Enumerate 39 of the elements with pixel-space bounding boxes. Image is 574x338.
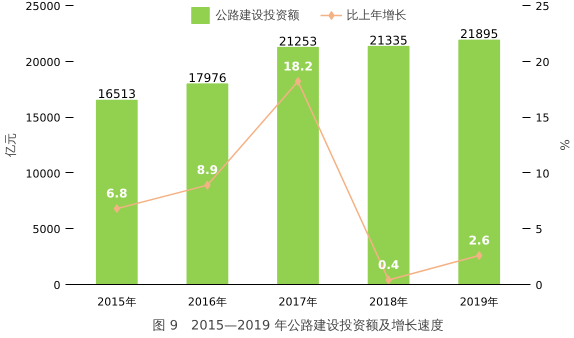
data-label: 21253 — [278, 34, 318, 48]
y-tick-label: 5000 — [32, 223, 61, 236]
y-tick-label: 0 — [54, 279, 60, 292]
y2-tick-label: 15 — [536, 112, 550, 125]
bar — [96, 100, 138, 284]
y2-tick-label: 20 — [536, 56, 550, 69]
point — [204, 180, 211, 190]
bar — [186, 83, 228, 284]
y2-axis-title: % — [557, 139, 572, 151]
data-label: 16513 — [98, 87, 136, 102]
bar — [368, 46, 410, 284]
data-label: 21335 — [370, 33, 408, 48]
y2-tick-label: 0 — [536, 279, 542, 292]
legend-label: 比上年增长 — [346, 6, 406, 24]
point — [294, 76, 302, 86]
bar — [458, 40, 500, 284]
x-tick-label: 2017年 — [278, 296, 318, 308]
text: 图 9 2015—2019 年公路建设投资额及增长速度 — [152, 318, 444, 334]
data-label: 18.2 — [283, 59, 313, 74]
x-tick-label: 2018年 — [369, 296, 408, 308]
bar — [277, 46, 319, 284]
legend-label: 公路建设投资额 — [216, 6, 300, 24]
x-tick-label: 2015年 — [97, 296, 136, 308]
data-label: 8.9 — [196, 163, 218, 178]
y-tick-label: 10000 — [26, 167, 61, 180]
y-tick-label: 20000 — [26, 56, 61, 69]
data-label: 17976 — [188, 70, 226, 85]
data-label: 6.8 — [106, 186, 128, 201]
y2-tick-label: 5 — [536, 223, 542, 236]
y2-tick-label: 25 — [536, 0, 550, 13]
y-tick-label: 25000 — [26, 0, 61, 13]
x-tick-label: 2016年 — [188, 296, 227, 308]
y-axis-title: 亿元 — [4, 133, 18, 158]
data-label: 21895 — [460, 27, 498, 42]
point — [385, 276, 392, 284]
x-tick-label: 2019年 — [460, 296, 499, 308]
y2-tick-label: 10 — [536, 167, 550, 180]
data-label: 2.6 — [468, 233, 490, 248]
y-tick-label: 15000 — [26, 112, 61, 125]
